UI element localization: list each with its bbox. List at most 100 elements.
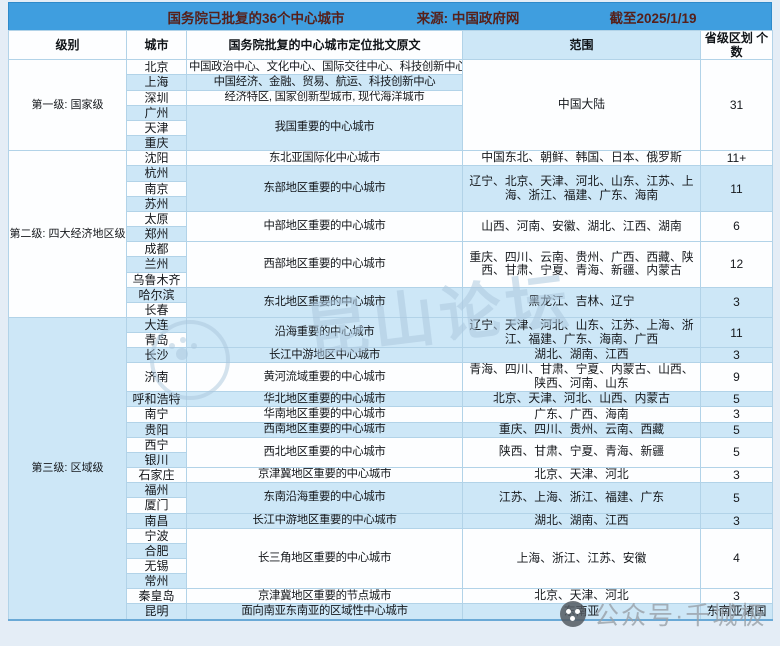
table-row: 苏州 [9,195,773,212]
city-cell: 南昌 [126,512,187,529]
definition-cell: 东部地区重要的中心城市 [186,165,463,212]
city-cell: 天津 [126,119,187,137]
table-row: 福州 东南沿海重要的中心城市 江苏、上海、浙江、福建、广东 5 [9,482,773,514]
table-row: 南宁 华南地区重要的中心城市 广东、广西、海南 3 [9,406,773,423]
city-cell: 长沙 [126,347,187,364]
table-row: 石家庄 京津冀地区重要的中心城市 北京、天津、河北 3 [9,467,773,484]
definition-cell: 东北亚国际化中心城市 [186,150,463,167]
table-row: 南京 [9,180,773,197]
table-row: 无锡 [9,557,773,575]
definition-cell: 华南地区重要的中心城市 [186,406,463,423]
city-cell: 兰州 [126,256,187,273]
city-cell: 太原 [126,210,187,228]
scope-cell: 东南亚 [462,603,701,621]
table-row: 南昌 长江中游地区重要的中心城市 湖北、湖南、江西 3 [9,512,773,529]
city-cell: 厦门 [126,497,187,514]
scope-cell: 黑龙江、吉林、辽宁 [462,286,701,318]
definition-cell: 中部地区重要的中心城市 [186,210,463,243]
city-cell: 大连 [126,316,187,334]
city-cell: 福州 [126,482,187,499]
city-cell: 常州 [126,573,187,590]
table-row: 深圳 经济特区, 国家创新型城市, 现代海洋城市 [9,89,773,106]
column-header: 范围 [462,29,701,61]
table-row: 呼和浩特 华北地区重要的中心城市 北京、天津、河北、山西、内蒙古 5 [9,391,773,408]
scope-cell: 中国东北、朝鲜、韩国、日本、俄罗斯 [462,150,701,167]
table-row: 第一级: 国家级 北京 中国政治中心、文化中心、国际交往中心、科技创新中心 中国大陆 3… [8,59,773,152]
count-cell: 6 [700,210,773,243]
scope-cell: 湖北、湖南、江西 [462,512,701,529]
count-cell: 3 [700,406,773,423]
count-cell: 31 [700,59,773,152]
table-row: 乌鲁木齐 [9,271,773,288]
level-cell: 第一级: 国家级 [8,59,127,152]
count-cell: 3 [700,467,773,484]
count-cell: 9 [700,362,773,393]
city-cell: 上海 [126,74,187,91]
count-cell: 11 [700,316,773,349]
city-cell: 重庆 [126,135,187,152]
scope-cell: 青海、四川、甘肃、宁夏、内蒙古、山西、陕西、河南、山东 [462,362,701,393]
city-cell: 贵阳 [126,421,187,438]
city-cell: 沈阳 [126,150,187,167]
city-cell: 长春 [126,301,187,318]
table-row: 长春 [9,301,773,318]
scope-cell: 北京、天津、河北 [462,467,701,484]
table-row: 常州 [9,573,773,590]
table-row: 哈尔滨 东北地区重要的中心城市 黑龙江、吉林、辽宁 3 [9,286,773,318]
count-cell: 3 [700,347,773,364]
city-cell: 无锡 [126,557,187,575]
table-row: 银川 [9,451,773,469]
title-bar: 国务院已批复的36个中心城市 来源: 中国政府网 截至2025/1/19 [8,2,772,30]
city-cell: 成都 [126,241,187,258]
definition-cell: 京津冀地区重要的节点城市 [186,588,463,605]
scope-cell: 重庆、四川、云南、贵州、广西、西藏、陕西、甘肃、宁夏、青海、新疆、内蒙古 [462,241,701,288]
scope-cell: 陕西、甘肃、宁夏、青海、新疆 [462,436,701,469]
table-row: 天津 [9,119,773,137]
definition-cell: 中国政治中心、文化中心、国际交往中心、科技创新中心 [186,59,463,76]
city-cell: 乌鲁木齐 [126,271,187,288]
table-row: 长沙 长江中游地区中心城市 湖北、湖南、江西 3 [9,347,773,364]
city-cell: 苏州 [126,195,187,212]
table-row: 第二级: 四大经济地区级 沈阳 东北亚国际化中心城市 中国东北、朝鲜、韩国、日本、俄罗… [8,150,773,318]
count-cell: 12 [700,241,773,288]
column-header: 国务院批复的中心城市定位批文原文 [186,29,463,61]
table-row: 郑州 [9,226,773,243]
city-cell: 银川 [126,451,187,469]
definition-cell: 长三角地区重要的中心城市 [186,527,463,590]
definition-cell: 沿海重要的中心城市 [186,316,463,349]
definition-cell: 东北地区重要的中心城市 [186,286,463,318]
column-header-row: 级别 城市 国务院批复的中心城市定位批文原文 范围 省级区划 个数 [8,29,773,61]
page-title: 国务院已批复的36个中心城市 [167,10,345,26]
table-row: 厦门 [9,497,773,514]
table-row: 宁波 长三角地区重要的中心城市 上海、浙江、江苏、安徽 4 [9,527,773,590]
central-cities-table: 级别 城市 国务院批复的中心城市定位批文原文 范围 省级区划 个数 第一级: 国家级 北京… [8,29,773,621]
scope-cell: 广东、广西、海南 [462,406,701,423]
definition-cell: 长江中游地区重要的中心城市 [186,512,463,529]
table-row: 合肥 [9,542,773,559]
count-cell: 3 [700,588,773,605]
definition-cell: 西南地区重要的中心城市 [186,421,463,438]
count-cell: 东南亚诸国 [700,603,773,621]
city-cell: 秦皇岛 [126,588,187,605]
table-row: 杭州 东部地区重要的中心城市 辽宁、北京、天津、河北、山东、江苏、上海、浙江、福建、… [9,165,773,212]
table-row: 成都 西部地区重要的中心城市 重庆、四川、云南、贵州、广西、西藏、陕西、甘肃、宁夏、… [9,241,773,288]
definition-cell: 西部地区重要的中心城市 [186,241,463,288]
city-cell: 济南 [126,362,187,393]
definition-cell: 长江中游地区中心城市 [186,347,463,364]
city-cell: 广州 [126,104,187,121]
scope-cell: 辽宁、北京、天津、河北、山东、江苏、上海、浙江、福建、广东、海南 [462,165,701,212]
table-row: 第三级: 区域级 大连 沿海重要的中心城市 辽宁、天津、河北、山东、江苏、上海、浙江、… [8,316,773,621]
city-cell: 青岛 [126,332,187,349]
table-row: 秦皇岛 京津冀地区重要的节点城市 北京、天津、河北 3 [9,588,773,605]
scope-cell: 湖北、湖南、江西 [462,347,701,364]
definition-cell: 我国重要的中心城市 [186,104,463,152]
city-cell: 杭州 [126,165,187,182]
asof-date-label: 截至2025/1/19 [609,10,697,26]
column-header: 城市 [126,29,187,61]
city-cell: 石家庄 [126,467,187,484]
count-cell: 5 [700,421,773,438]
city-cell: 郑州 [126,226,187,243]
count-cell: 3 [700,286,773,318]
column-header: 省级区划 个数 [700,29,773,61]
count-cell: 5 [700,391,773,408]
